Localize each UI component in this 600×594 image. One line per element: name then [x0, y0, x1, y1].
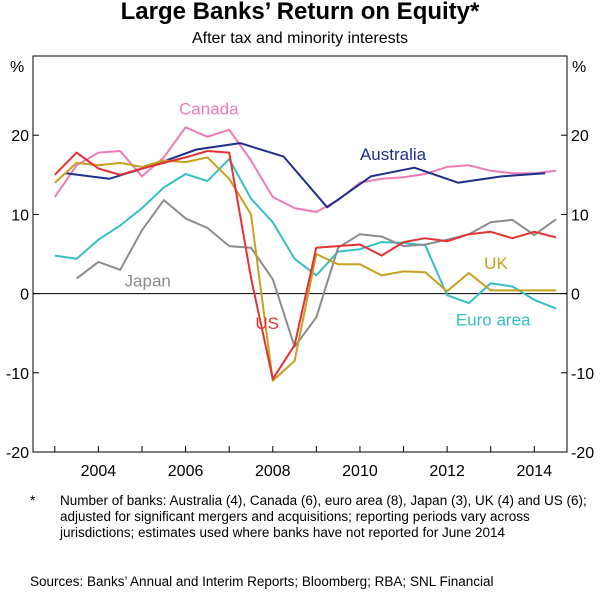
y-tick-label-left: 10 [11, 207, 29, 224]
sources-note: Sources: Banks’ Annual and Interim Repor… [30, 574, 494, 589]
series-label-japan: Japan [125, 271, 171, 290]
series-label-australia: Australia [360, 145, 427, 164]
y-tick-label-right: 20 [571, 128, 589, 145]
x-tick-label: 2008 [255, 463, 291, 480]
y-axis-unit-right: % [572, 59, 586, 76]
series-line-uk [54, 156, 557, 382]
series-line-australia [65, 142, 546, 209]
series-line-euro-area [54, 158, 557, 310]
footnote-asterisk: * [30, 493, 36, 508]
x-tick-label: 2006 [168, 463, 204, 480]
x-tick-label: 2010 [342, 463, 378, 480]
chart-subtitle: After tax and minority interests [191, 30, 409, 47]
series-label-uk: UK [484, 254, 508, 273]
y-tick-label-right: -10 [571, 366, 594, 383]
series-line-canada [53, 126, 557, 213]
y-tick-label-left: -20 [6, 445, 29, 462]
y-axis-unit-left: % [10, 59, 24, 76]
y-tick-label-left: -10 [6, 366, 29, 383]
y-tick-label-left: 0 [20, 287, 29, 304]
line-chart: -20 -20 -10 -10 0 0 10 10 20 20% % 2004 2006 2008 2010… [6, 55, 594, 480]
series-line-japan [75, 199, 557, 348]
y-tick-label-right: 0 [571, 287, 580, 304]
x-tick-label: 2014 [517, 463, 553, 480]
footnote-text: Number of banks: Australia (4), Canada (… [60, 493, 587, 540]
series-label-us: US [255, 314, 279, 333]
series-label-canada: Canada [179, 100, 239, 119]
y-tick-label-right: -20 [571, 445, 594, 462]
series-label-euro-area: Euro area [456, 310, 531, 329]
footnote: * Number of banks: Australia (4), Canada… [30, 493, 590, 541]
series-line-us [54, 150, 557, 381]
chart-title: Large Banks’ Return on Equity* [120, 0, 480, 25]
y-tick-label-right: 10 [571, 207, 589, 224]
y-tick-label-left: 20 [11, 128, 29, 145]
x-tick-label: 2012 [429, 463, 465, 480]
plot-frame [32, 55, 568, 453]
x-tick-label: 2004 [81, 463, 117, 480]
